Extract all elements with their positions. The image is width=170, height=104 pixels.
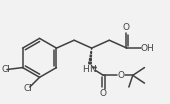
Text: O: O [117, 71, 124, 80]
Polygon shape [89, 59, 91, 60]
Polygon shape [91, 52, 92, 53]
Text: Cl: Cl [24, 84, 33, 93]
Text: O: O [100, 89, 107, 98]
Text: N: N [89, 65, 96, 74]
Polygon shape [91, 48, 92, 50]
Text: H: H [82, 65, 89, 74]
Text: Cl: Cl [1, 65, 10, 74]
Polygon shape [90, 55, 91, 57]
Polygon shape [89, 62, 91, 64]
Text: OH: OH [141, 44, 154, 53]
Text: O: O [122, 23, 129, 32]
